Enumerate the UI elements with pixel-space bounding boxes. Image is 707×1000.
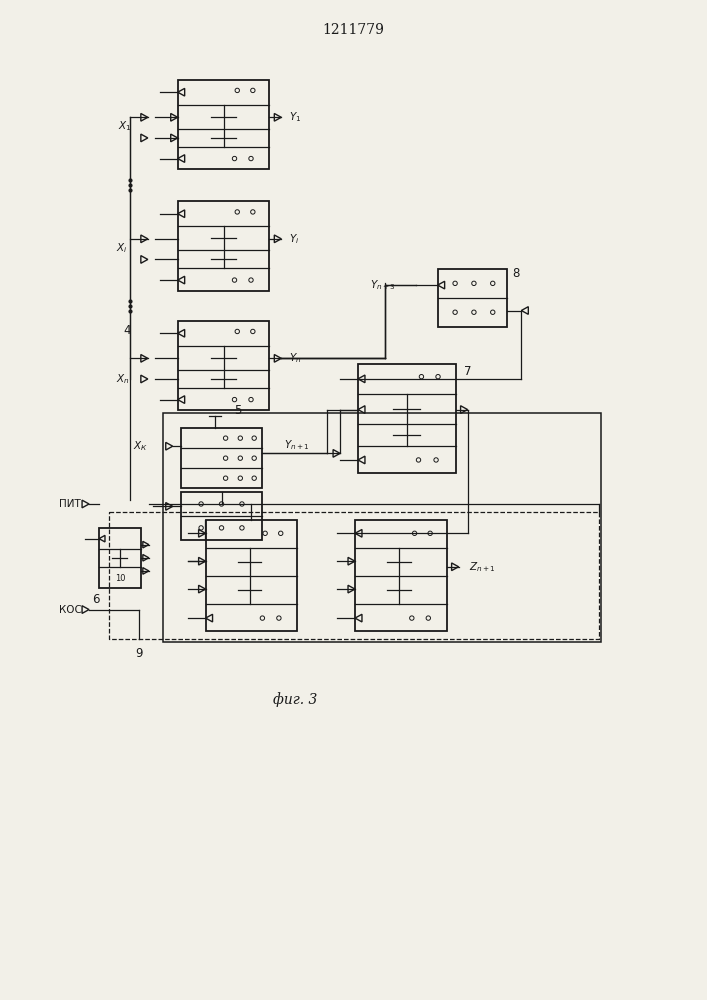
Text: 7: 7	[464, 365, 471, 378]
Bar	[163, 413, 601, 642]
Bar	[206, 520, 297, 631]
Text: КОС: КОС	[59, 605, 82, 615]
Bar	[181, 428, 262, 488]
Text: ПИТ: ПИТ	[59, 499, 81, 509]
Text: 5: 5	[234, 404, 242, 417]
Text: $Z_{n+1}$: $Z_{n+1}$	[469, 560, 496, 574]
Bar	[177, 201, 269, 291]
Text: 1211779: 1211779	[322, 23, 384, 37]
Text: 9: 9	[135, 647, 143, 660]
Text: 6: 6	[93, 593, 100, 606]
Text: $X_i$: $X_i$	[116, 241, 127, 255]
Text: $X_1$: $X_1$	[118, 119, 132, 133]
Text: $X_n$: $X_n$	[116, 372, 129, 386]
Text: $Y_{n+3}$: $Y_{n+3}$	[370, 278, 396, 292]
Bar	[109, 512, 599, 639]
Bar	[355, 520, 447, 631]
Text: $Y_n$: $Y_n$	[289, 351, 302, 365]
Bar	[181, 492, 262, 540]
Text: $Y_{n+1}$: $Y_{n+1}$	[284, 439, 310, 452]
Bar	[177, 321, 269, 410]
Text: $Y_i$: $Y_i$	[289, 232, 300, 246]
Text: 8: 8	[513, 267, 520, 280]
Text: $X_К$: $X_К$	[133, 439, 148, 453]
Bar	[438, 269, 508, 327]
Bar	[358, 364, 455, 473]
Bar	[177, 80, 269, 169]
Bar	[99, 528, 141, 588]
Text: 4: 4	[123, 324, 130, 337]
Text: фиг. 3: фиг. 3	[273, 692, 317, 707]
Text: 10: 10	[115, 574, 125, 583]
Text: $Y_1$: $Y_1$	[289, 110, 302, 124]
